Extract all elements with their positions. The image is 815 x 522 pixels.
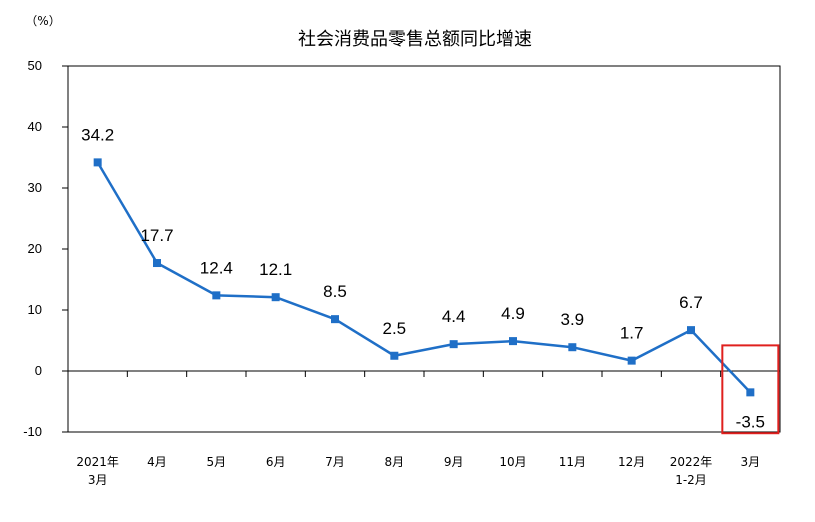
data-point <box>746 388 755 397</box>
x-tick-label: 3月 <box>88 473 108 487</box>
x-tick-label: 11月 <box>559 455 586 469</box>
y-tick-label: 20 <box>28 241 42 256</box>
data-point <box>212 291 221 300</box>
x-axis: 2021年 3月 4月 5月 6月 7月 8月 9月 10月 11月 12月 2022年 1-2月 3月 <box>76 371 760 487</box>
data-label: 4.4 <box>442 307 466 326</box>
x-tick-label: 6月 <box>266 455 286 469</box>
plot-area-frame <box>67 65 781 433</box>
x-tick-label: 2022年 <box>670 455 713 469</box>
x-tick-label: 5月 <box>207 455 227 469</box>
x-tick-label: 2021年 <box>76 455 119 469</box>
x-tick-label: 1-2月 <box>675 473 707 487</box>
data-point <box>687 326 695 335</box>
x-tick-label: 7月 <box>325 455 345 469</box>
data-label: 1.7 <box>620 324 644 343</box>
data-point <box>390 351 399 360</box>
y-tick-label: 0 <box>35 363 42 378</box>
series-markers <box>93 158 755 397</box>
data-label: 3.9 <box>561 310 585 329</box>
data-point <box>93 158 102 167</box>
x-tick-label: 10月 <box>499 455 526 469</box>
y-tick-label: 10 <box>28 302 42 317</box>
y-tick-label: 50 <box>28 58 42 73</box>
series-line <box>96 161 752 394</box>
data-label: 12.1 <box>259 260 292 279</box>
data-point <box>153 259 161 268</box>
x-tick-label: 9月 <box>444 455 464 469</box>
data-label: 4.9 <box>501 304 525 323</box>
y-tick-label: 30 <box>28 180 42 195</box>
data-label: 12.4 <box>200 258 233 277</box>
data-label: -3.5 <box>736 412 765 431</box>
highlight-box <box>721 344 780 435</box>
data-point <box>627 356 636 365</box>
y-axis-unit: （%） <box>25 14 60 28</box>
data-point <box>449 340 458 349</box>
data-label: 34.2 <box>81 125 114 144</box>
data-point <box>568 343 577 352</box>
x-tick-label: 4月 <box>147 455 167 469</box>
data-label: 6.7 <box>679 293 703 312</box>
data-label: 8.5 <box>323 282 347 301</box>
x-tick-label: 12月 <box>618 455 645 469</box>
data-label: 2.5 <box>383 319 407 338</box>
y-axis: -10 0 10 20 30 40 50 <box>23 58 68 439</box>
x-tick-label: 3月 <box>741 455 761 469</box>
data-point <box>509 337 517 346</box>
x-tick-label: 8月 <box>385 455 405 469</box>
y-tick-label: 40 <box>28 119 42 134</box>
y-tick-label: -10 <box>23 424 42 439</box>
chart-title: 社会消费品零售总额同比增速 <box>298 29 532 50</box>
data-label: 17.7 <box>140 226 173 245</box>
data-point <box>271 293 280 302</box>
data-labels: 34.2 17.7 12.4 12.1 8.5 2.5 4.4 4.9 3.9 1.7 6.7 -3.… <box>81 125 765 431</box>
data-point <box>331 315 339 324</box>
